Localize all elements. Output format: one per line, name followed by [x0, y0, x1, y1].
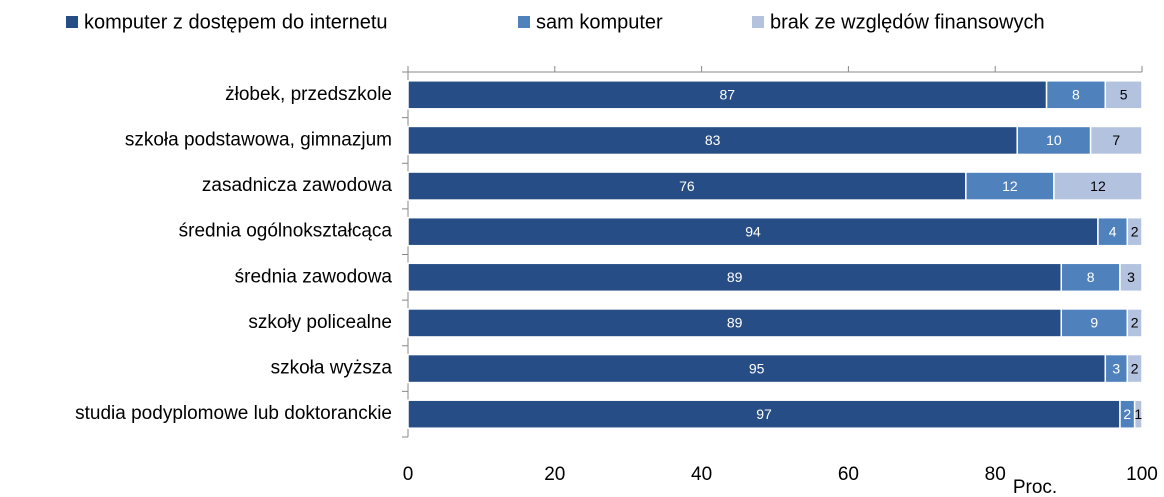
x-tick-label: 80: [985, 464, 1006, 485]
data-label: 97: [756, 406, 772, 422]
bar-segment: [407, 80, 1048, 110]
bar-segment: [1053, 171, 1143, 201]
y-tick-label: szkoła wyższa: [271, 358, 393, 379]
legend-label: komputer z dostępem do internetu: [84, 11, 388, 33]
x-tick-label: 100: [1126, 464, 1158, 485]
bar-segment: [1060, 262, 1121, 293]
x-tick-label: 40: [691, 464, 712, 485]
y-tick-label: średnia zawodowa: [235, 266, 393, 287]
bar-segment: [407, 308, 1063, 338]
data-label: 8: [1072, 87, 1080, 103]
data-label: 94: [745, 223, 761, 239]
legend-label: brak ze względów finansowych: [770, 11, 1045, 33]
data-label: 3: [1127, 269, 1135, 285]
data-label: 5: [1120, 87, 1128, 103]
data-label: 76: [679, 178, 695, 194]
data-label: 8: [1087, 269, 1095, 285]
bar-segment: [1126, 308, 1143, 338]
legend-label: sam komputer: [536, 11, 663, 33]
bar-segment: [1104, 80, 1143, 110]
data-label: 83: [705, 132, 721, 148]
y-tick-label: średnia ogólnokształcąca: [179, 221, 393, 242]
bar-segment: [1060, 308, 1129, 338]
data-label: 87: [720, 87, 736, 103]
legend-swatch: [752, 16, 764, 28]
y-tick-label: żłobek, przedszkole: [225, 84, 392, 105]
bar-segment: [407, 216, 1099, 247]
data-label: 12: [1002, 178, 1018, 194]
y-tick-label: szkoły policealne: [248, 312, 392, 333]
data-label: 2: [1123, 406, 1131, 422]
bar-segment: [1089, 125, 1143, 156]
y-tick-label: studia podyplomowe lub doktoranckie: [75, 403, 392, 424]
data-label: 1: [1134, 406, 1142, 422]
legend-swatch: [66, 16, 78, 28]
bar-segment: [1126, 353, 1143, 384]
y-tick-label: zasadnicza zawodowa: [202, 175, 393, 196]
x-axis-label: Proc.: [1013, 477, 1057, 497]
legend-swatch: [518, 16, 530, 28]
bar-segment: [407, 399, 1121, 429]
bar-segment: [1126, 216, 1143, 247]
data-label: 7: [1112, 132, 1120, 148]
data-label: 4: [1109, 223, 1117, 239]
data-label: 12: [1090, 178, 1106, 194]
data-label: 89: [727, 269, 743, 285]
data-label: 10: [1046, 132, 1062, 148]
data-label: 2: [1131, 360, 1139, 376]
x-tick-label: 60: [838, 464, 859, 485]
data-label: 3: [1112, 360, 1120, 376]
x-tick-label: 20: [544, 464, 565, 485]
x-tick-label: 0: [403, 464, 414, 485]
data-label: 89: [727, 315, 743, 331]
data-label: 2: [1131, 315, 1139, 331]
y-tick-label: szkoła podstawowa, gimnazjum: [125, 129, 392, 150]
bar-segment: [1133, 399, 1143, 429]
bar-segment: [1119, 262, 1143, 293]
bar-segment: [407, 171, 967, 201]
bar-segment: [407, 353, 1107, 384]
bar-segment: [965, 171, 1055, 201]
data-label: 95: [749, 360, 765, 376]
data-label: 9: [1090, 315, 1098, 331]
data-label: 2: [1131, 223, 1139, 239]
